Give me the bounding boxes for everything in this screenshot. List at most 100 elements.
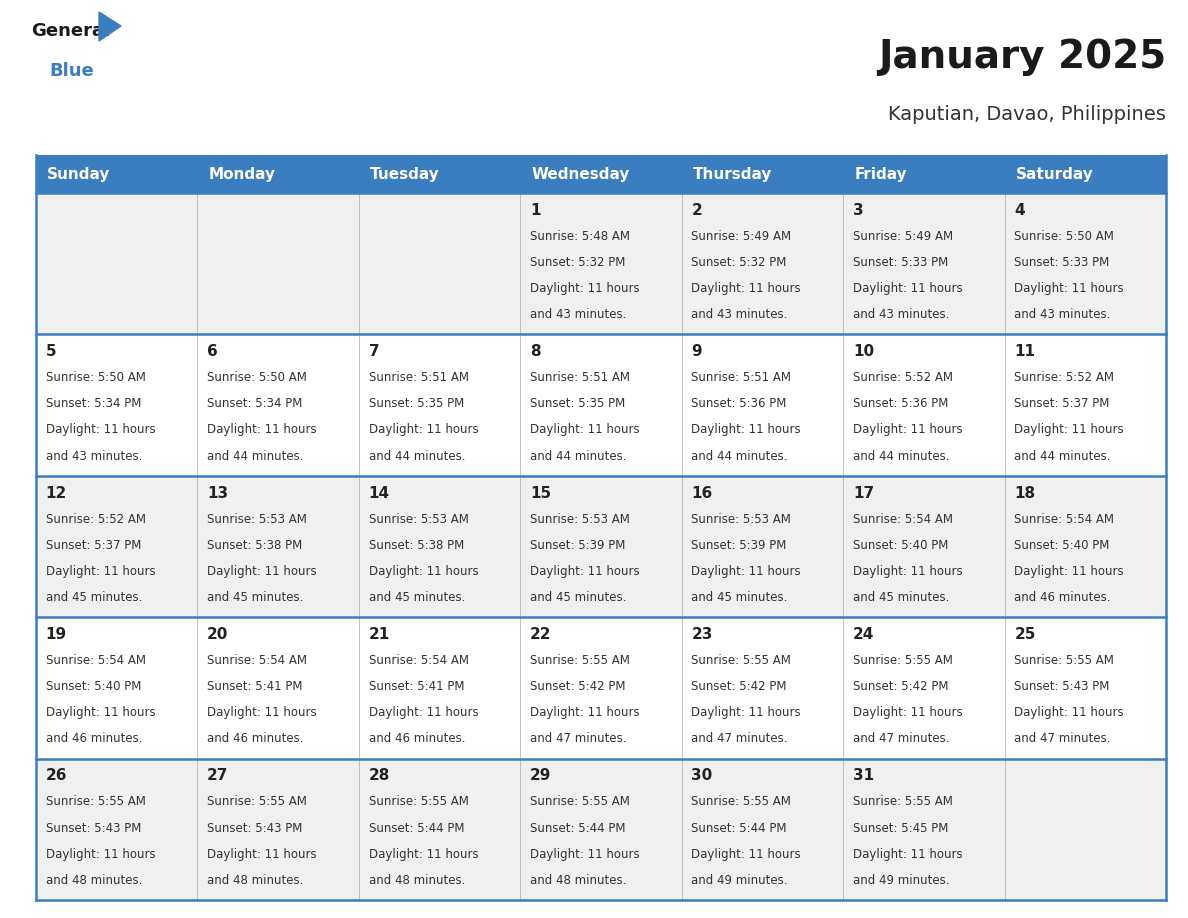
Text: Sunset: 5:44 PM: Sunset: 5:44 PM bbox=[530, 822, 625, 834]
Text: 2: 2 bbox=[691, 203, 702, 218]
Text: and 45 minutes.: and 45 minutes. bbox=[207, 591, 303, 604]
Text: Sunrise: 5:53 AM: Sunrise: 5:53 AM bbox=[530, 512, 630, 526]
Text: 1: 1 bbox=[530, 203, 541, 218]
Text: 17: 17 bbox=[853, 486, 874, 500]
Text: Daylight: 11 hours: Daylight: 11 hours bbox=[368, 565, 478, 578]
Polygon shape bbox=[99, 12, 121, 41]
Text: Sunrise: 5:54 AM: Sunrise: 5:54 AM bbox=[207, 654, 308, 667]
Text: Sunrise: 5:55 AM: Sunrise: 5:55 AM bbox=[853, 654, 953, 667]
Text: Sunrise: 5:54 AM: Sunrise: 5:54 AM bbox=[368, 654, 468, 667]
Text: Sunset: 5:40 PM: Sunset: 5:40 PM bbox=[45, 680, 141, 693]
Bar bbox=[197, 193, 359, 334]
Text: 8: 8 bbox=[530, 344, 541, 359]
Text: and 48 minutes.: and 48 minutes. bbox=[530, 874, 626, 887]
Text: and 44 minutes.: and 44 minutes. bbox=[530, 450, 626, 463]
Text: Daylight: 11 hours: Daylight: 11 hours bbox=[207, 847, 317, 861]
Text: 13: 13 bbox=[207, 486, 228, 500]
Text: Daylight: 11 hours: Daylight: 11 hours bbox=[691, 423, 801, 436]
Text: Daylight: 11 hours: Daylight: 11 hours bbox=[368, 423, 478, 436]
Text: 29: 29 bbox=[530, 768, 551, 783]
Text: Sunset: 5:35 PM: Sunset: 5:35 PM bbox=[530, 397, 625, 410]
Text: Sunset: 5:35 PM: Sunset: 5:35 PM bbox=[368, 397, 463, 410]
Bar bbox=[36, 334, 197, 476]
Bar bbox=[1005, 155, 1165, 193]
Text: Sunrise: 5:54 AM: Sunrise: 5:54 AM bbox=[1015, 512, 1114, 526]
Text: 21: 21 bbox=[368, 627, 390, 642]
Text: and 48 minutes.: and 48 minutes. bbox=[368, 874, 465, 887]
Text: Daylight: 11 hours: Daylight: 11 hours bbox=[207, 423, 317, 436]
Bar bbox=[843, 193, 1005, 334]
Text: and 45 minutes.: and 45 minutes. bbox=[853, 591, 949, 604]
Bar bbox=[197, 758, 359, 900]
Text: Daylight: 11 hours: Daylight: 11 hours bbox=[530, 423, 639, 436]
Text: Sunday: Sunday bbox=[48, 166, 110, 182]
Bar bbox=[359, 155, 520, 193]
Text: Sunrise: 5:55 AM: Sunrise: 5:55 AM bbox=[691, 795, 791, 809]
Text: Sunrise: 5:50 AM: Sunrise: 5:50 AM bbox=[1015, 230, 1114, 242]
Text: Sunrise: 5:51 AM: Sunrise: 5:51 AM bbox=[530, 371, 630, 384]
Text: 16: 16 bbox=[691, 486, 713, 500]
Bar bbox=[682, 617, 843, 758]
Bar bbox=[359, 334, 520, 476]
Bar bbox=[197, 476, 359, 617]
Text: 18: 18 bbox=[1015, 486, 1036, 500]
Text: Sunset: 5:34 PM: Sunset: 5:34 PM bbox=[207, 397, 303, 410]
Text: Daylight: 11 hours: Daylight: 11 hours bbox=[853, 847, 962, 861]
Bar bbox=[1005, 758, 1165, 900]
Text: and 49 minutes.: and 49 minutes. bbox=[853, 874, 949, 887]
Text: Saturday: Saturday bbox=[1016, 166, 1094, 182]
Text: and 45 minutes.: and 45 minutes. bbox=[368, 591, 465, 604]
Text: and 46 minutes.: and 46 minutes. bbox=[368, 733, 465, 745]
Text: 6: 6 bbox=[207, 344, 217, 359]
Text: Sunrise: 5:51 AM: Sunrise: 5:51 AM bbox=[691, 371, 791, 384]
Text: Daylight: 11 hours: Daylight: 11 hours bbox=[853, 423, 962, 436]
Text: and 46 minutes.: and 46 minutes. bbox=[207, 733, 304, 745]
Text: Sunset: 5:38 PM: Sunset: 5:38 PM bbox=[368, 539, 463, 552]
Text: Sunrise: 5:51 AM: Sunrise: 5:51 AM bbox=[368, 371, 468, 384]
Text: and 48 minutes.: and 48 minutes. bbox=[207, 874, 303, 887]
Text: and 47 minutes.: and 47 minutes. bbox=[530, 733, 626, 745]
Text: Sunrise: 5:55 AM: Sunrise: 5:55 AM bbox=[207, 795, 307, 809]
Text: and 45 minutes.: and 45 minutes. bbox=[691, 591, 788, 604]
Text: Friday: Friday bbox=[854, 166, 908, 182]
Text: Sunset: 5:39 PM: Sunset: 5:39 PM bbox=[530, 539, 625, 552]
Text: Daylight: 11 hours: Daylight: 11 hours bbox=[530, 565, 639, 578]
Text: 4: 4 bbox=[1015, 203, 1025, 218]
Text: Sunrise: 5:52 AM: Sunrise: 5:52 AM bbox=[853, 371, 953, 384]
Text: and 43 minutes.: and 43 minutes. bbox=[1015, 308, 1111, 321]
Text: Daylight: 11 hours: Daylight: 11 hours bbox=[1015, 706, 1124, 720]
Text: 7: 7 bbox=[368, 344, 379, 359]
Bar bbox=[682, 155, 843, 193]
Text: Daylight: 11 hours: Daylight: 11 hours bbox=[853, 282, 962, 295]
Text: 19: 19 bbox=[45, 627, 67, 642]
Text: Daylight: 11 hours: Daylight: 11 hours bbox=[853, 706, 962, 720]
Text: Sunset: 5:44 PM: Sunset: 5:44 PM bbox=[368, 822, 465, 834]
Text: 14: 14 bbox=[368, 486, 390, 500]
Text: Daylight: 11 hours: Daylight: 11 hours bbox=[691, 282, 801, 295]
Text: Monday: Monday bbox=[209, 166, 276, 182]
Text: and 48 minutes.: and 48 minutes. bbox=[45, 874, 143, 887]
Text: and 44 minutes.: and 44 minutes. bbox=[368, 450, 465, 463]
Text: 12: 12 bbox=[45, 486, 67, 500]
Text: Sunset: 5:41 PM: Sunset: 5:41 PM bbox=[368, 680, 465, 693]
Text: Daylight: 11 hours: Daylight: 11 hours bbox=[691, 565, 801, 578]
Text: Sunrise: 5:55 AM: Sunrise: 5:55 AM bbox=[853, 795, 953, 809]
Text: Sunrise: 5:55 AM: Sunrise: 5:55 AM bbox=[1015, 654, 1114, 667]
Bar bbox=[520, 758, 682, 900]
Text: Daylight: 11 hours: Daylight: 11 hours bbox=[691, 847, 801, 861]
Bar bbox=[359, 617, 520, 758]
Bar bbox=[36, 193, 197, 334]
Text: Sunrise: 5:54 AM: Sunrise: 5:54 AM bbox=[853, 512, 953, 526]
Text: Sunset: 5:39 PM: Sunset: 5:39 PM bbox=[691, 539, 786, 552]
Bar bbox=[36, 476, 197, 617]
Bar bbox=[682, 476, 843, 617]
Text: and 44 minutes.: and 44 minutes. bbox=[1015, 450, 1111, 463]
Text: Thursday: Thursday bbox=[693, 166, 772, 182]
Text: Tuesday: Tuesday bbox=[371, 166, 440, 182]
Text: Wednesday: Wednesday bbox=[531, 166, 630, 182]
Text: Sunset: 5:37 PM: Sunset: 5:37 PM bbox=[45, 539, 141, 552]
Text: 3: 3 bbox=[853, 203, 864, 218]
Text: and 44 minutes.: and 44 minutes. bbox=[853, 450, 949, 463]
Text: and 46 minutes.: and 46 minutes. bbox=[45, 733, 143, 745]
Text: Daylight: 11 hours: Daylight: 11 hours bbox=[207, 706, 317, 720]
